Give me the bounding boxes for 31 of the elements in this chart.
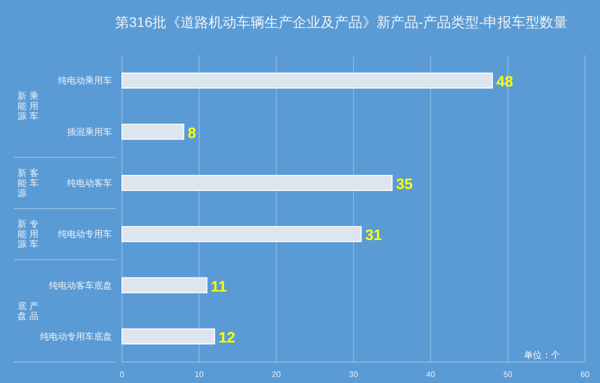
chart-title: 第316批《道路机动车辆生产企业及产品》新产品-产品类型-申报车型数量 (115, 14, 568, 30)
y-tick-label: 纯电动专用车 (58, 229, 112, 240)
x-tick-label: 20 (272, 370, 282, 379)
data-label: 48 (496, 74, 514, 91)
bar (122, 328, 216, 344)
y-tick-label: 纯电动专用车底盘 (40, 331, 112, 342)
bar (122, 174, 393, 191)
y-tick-label: 插混乘用车 (67, 126, 112, 137)
bar (122, 124, 184, 140)
text: 新能源客车 (18, 168, 38, 198)
text: 底盘产品 (18, 300, 38, 321)
data-label: 35 (396, 176, 413, 193)
x-tick-label: 60 (580, 370, 590, 379)
bar (122, 277, 208, 294)
data-label: 31 (365, 227, 382, 244)
data-label: 11 (210, 278, 227, 296)
bar (122, 72, 493, 89)
x-tick-label: 10 (194, 370, 204, 379)
y-tick-label: 纯电动客车底盘 (49, 280, 112, 290)
x-tick-label: 50 (503, 370, 513, 379)
bar (122, 226, 362, 242)
annotation: 单位：个 (524, 350, 560, 360)
text: 新能源乘用车 (18, 91, 38, 122)
x-tick-label: 0 (120, 370, 125, 379)
data-label: 8 (188, 124, 196, 142)
y-tick-label: 纯电动客车 (67, 178, 112, 188)
x-tick-label: 40 (426, 370, 436, 379)
text: 新能源专用车 (18, 219, 38, 250)
y-tick-label: 纯电动乘用车 (58, 76, 112, 86)
x-tick-label: 30 (349, 370, 358, 379)
data-label: 12 (218, 329, 236, 346)
